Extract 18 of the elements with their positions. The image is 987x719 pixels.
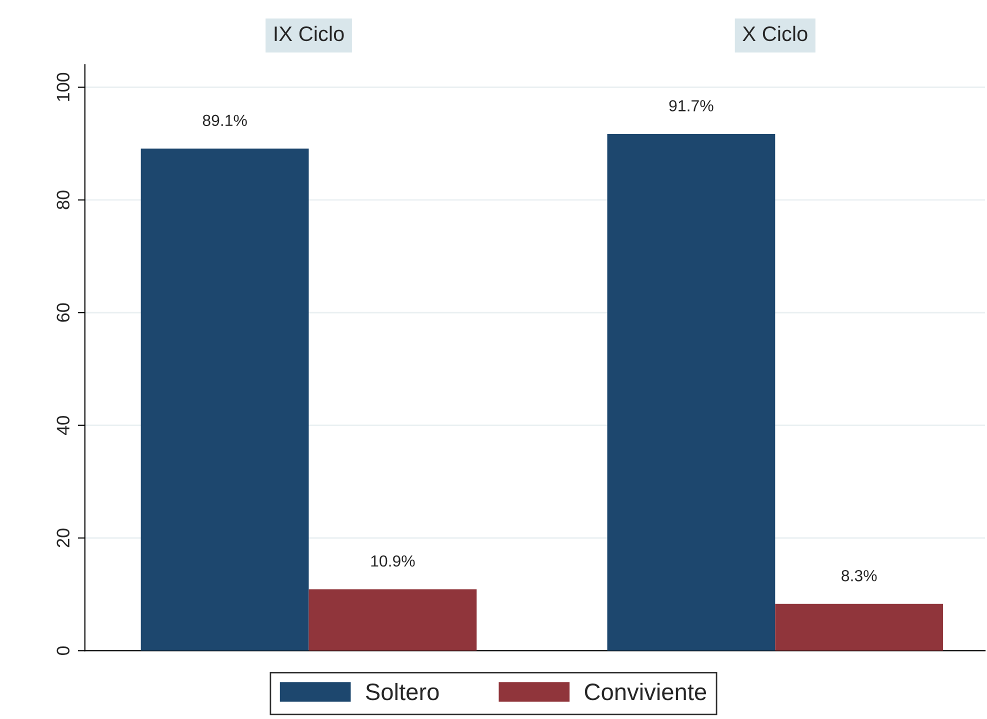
- y-tick-label: 0: [56, 646, 70, 656]
- y-tick-label: 60: [56, 303, 70, 322]
- y-tick-label: 40: [56, 416, 70, 435]
- x-tick-label: IX Ciclo: [274, 26, 344, 42]
- x-tick-label: X Ciclo: [742, 26, 808, 42]
- data-label: 8.3%: [842, 570, 877, 582]
- bar: [308, 589, 477, 651]
- bar: [775, 604, 944, 651]
- bar: [140, 148, 309, 651]
- data-label: 10.9%: [371, 555, 415, 567]
- y-tick-label: 20: [56, 528, 70, 548]
- bar: [607, 134, 776, 651]
- legend-label: Conviviente: [584, 682, 706, 700]
- y-tick-label: 100: [56, 72, 70, 101]
- y-tick-label: 80: [56, 190, 70, 210]
- data-label: 89.1%: [202, 114, 247, 126]
- legend-label: Soltero: [366, 682, 439, 700]
- data-label: 91.7%: [669, 100, 714, 112]
